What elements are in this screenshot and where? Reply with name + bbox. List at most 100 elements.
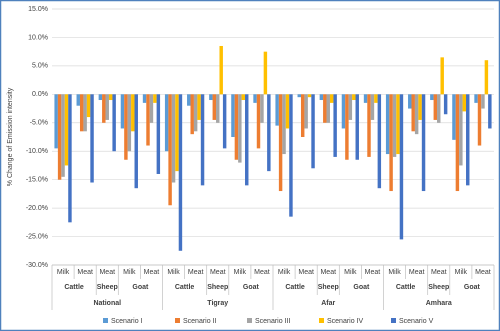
legend-label: Scenario I — [111, 318, 143, 325]
bar — [329, 94, 334, 103]
bar — [190, 94, 194, 135]
bar — [275, 94, 279, 126]
bar — [86, 94, 91, 118]
bar — [348, 94, 353, 120]
bar — [466, 94, 470, 186]
bar — [341, 94, 346, 129]
bar — [311, 94, 315, 169]
species-label: Sheep — [207, 284, 228, 291]
bar — [392, 94, 397, 157]
bar — [411, 94, 415, 132]
bar — [385, 94, 390, 155]
bar — [197, 94, 201, 120]
bar — [300, 94, 305, 137]
bar — [440, 57, 444, 95]
x-tick-label: Milk — [344, 269, 357, 276]
bar — [112, 94, 116, 152]
bar — [374, 94, 378, 103]
bar — [253, 94, 257, 103]
bar — [414, 94, 419, 135]
bar — [443, 94, 448, 115]
bar — [267, 94, 271, 172]
x-tick-label: Milk — [167, 269, 180, 276]
bar — [437, 94, 441, 123]
bar — [54, 94, 58, 149]
bar — [175, 94, 179, 172]
x-tick-label: Meat — [99, 269, 115, 276]
bar — [484, 60, 489, 95]
species-label: Sheep — [318, 284, 339, 291]
x-tick-label: Meat — [365, 269, 381, 276]
y-tick-label: -10.0% — [26, 148, 48, 155]
bar — [79, 94, 84, 132]
bar — [219, 45, 223, 95]
y-tick-label: 10.0% — [28, 34, 48, 41]
bar — [433, 94, 438, 120]
bar — [200, 94, 205, 186]
bar — [57, 94, 62, 180]
bar — [90, 94, 94, 183]
bar — [452, 94, 456, 140]
x-tick-label: Meat — [409, 269, 425, 276]
legend-label: Scenario V — [399, 318, 434, 325]
bar — [396, 94, 400, 155]
x-tick-label: Meat — [144, 269, 160, 276]
y-tick-label: -20.0% — [26, 205, 48, 212]
bar — [222, 94, 227, 149]
bar — [134, 94, 138, 189]
bar — [399, 94, 404, 240]
bar — [256, 94, 261, 149]
species-label: Cattle — [64, 284, 84, 291]
bar — [120, 94, 125, 129]
bar — [193, 94, 198, 132]
bar — [171, 94, 176, 183]
bar — [108, 94, 113, 101]
bar — [455, 94, 460, 192]
bar — [304, 94, 308, 129]
x-tick-label: Milk — [278, 269, 291, 276]
bar — [216, 94, 220, 123]
bar — [319, 94, 324, 101]
x-tick-label: Meat — [475, 269, 491, 276]
bar — [363, 94, 368, 103]
bar — [282, 94, 286, 155]
bar — [124, 94, 128, 160]
bar — [430, 94, 434, 101]
bar — [127, 94, 132, 152]
legend-swatch — [391, 318, 396, 323]
y-tick-label: -5.0% — [30, 120, 48, 127]
bar — [481, 94, 485, 109]
x-tick-label: Milk — [388, 269, 401, 276]
legend-label: Scenario II — [183, 318, 217, 325]
bar — [278, 94, 283, 192]
bar — [260, 94, 264, 123]
bar — [156, 94, 161, 174]
x-tick-label: Meat — [210, 269, 226, 276]
bar — [323, 94, 327, 123]
bar — [377, 94, 382, 189]
species-label: Cattle — [396, 284, 416, 291]
species-label: Sheep — [428, 284, 449, 291]
x-tick-label: Milk — [123, 269, 136, 276]
bar — [297, 94, 301, 98]
bar — [61, 94, 65, 177]
species-label: Cattle — [285, 284, 305, 291]
species-label: Cattle — [175, 284, 195, 291]
bar — [421, 94, 426, 192]
y-tick-label: -30.0% — [26, 262, 48, 269]
bar — [102, 94, 106, 123]
bar — [307, 94, 312, 98]
bar — [98, 94, 103, 101]
region-label: National — [93, 300, 121, 307]
bar — [474, 94, 478, 103]
x-tick-label: Meat — [298, 269, 314, 276]
bar — [488, 94, 492, 129]
bar — [285, 94, 290, 129]
bar — [149, 94, 154, 123]
x-tick-label: Meat — [431, 269, 447, 276]
bar — [164, 94, 169, 152]
y-tick-label: -15.0% — [26, 177, 48, 184]
legend-swatch — [175, 318, 180, 323]
